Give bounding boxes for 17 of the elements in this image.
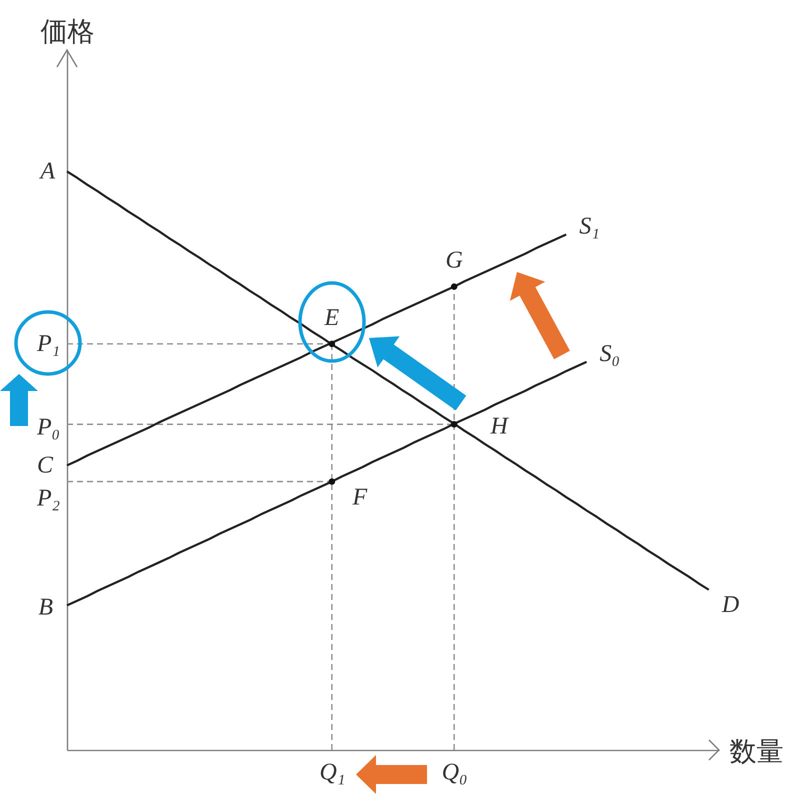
annotation: H xyxy=(489,413,510,440)
x-tick-label: Q₁ xyxy=(320,760,346,786)
ref-line-label: P₂ xyxy=(36,486,60,512)
series-label: S₀ xyxy=(600,340,620,367)
ref-line-label: P₁ xyxy=(36,330,60,357)
x-tick-label: Q₀ xyxy=(442,760,468,786)
text: A xyxy=(38,158,56,184)
text: B xyxy=(38,594,54,620)
series-label: S₁ xyxy=(579,214,600,240)
annotation: E xyxy=(324,304,340,331)
y-axis-title: 価格 xyxy=(40,16,94,46)
annotation: F xyxy=(352,484,368,511)
x-axis-title: 数量 xyxy=(730,736,784,766)
ref-line-label: P₀ xyxy=(36,414,60,440)
annotation: G xyxy=(445,248,463,274)
series-label: D xyxy=(720,592,740,618)
text: C xyxy=(36,452,54,478)
